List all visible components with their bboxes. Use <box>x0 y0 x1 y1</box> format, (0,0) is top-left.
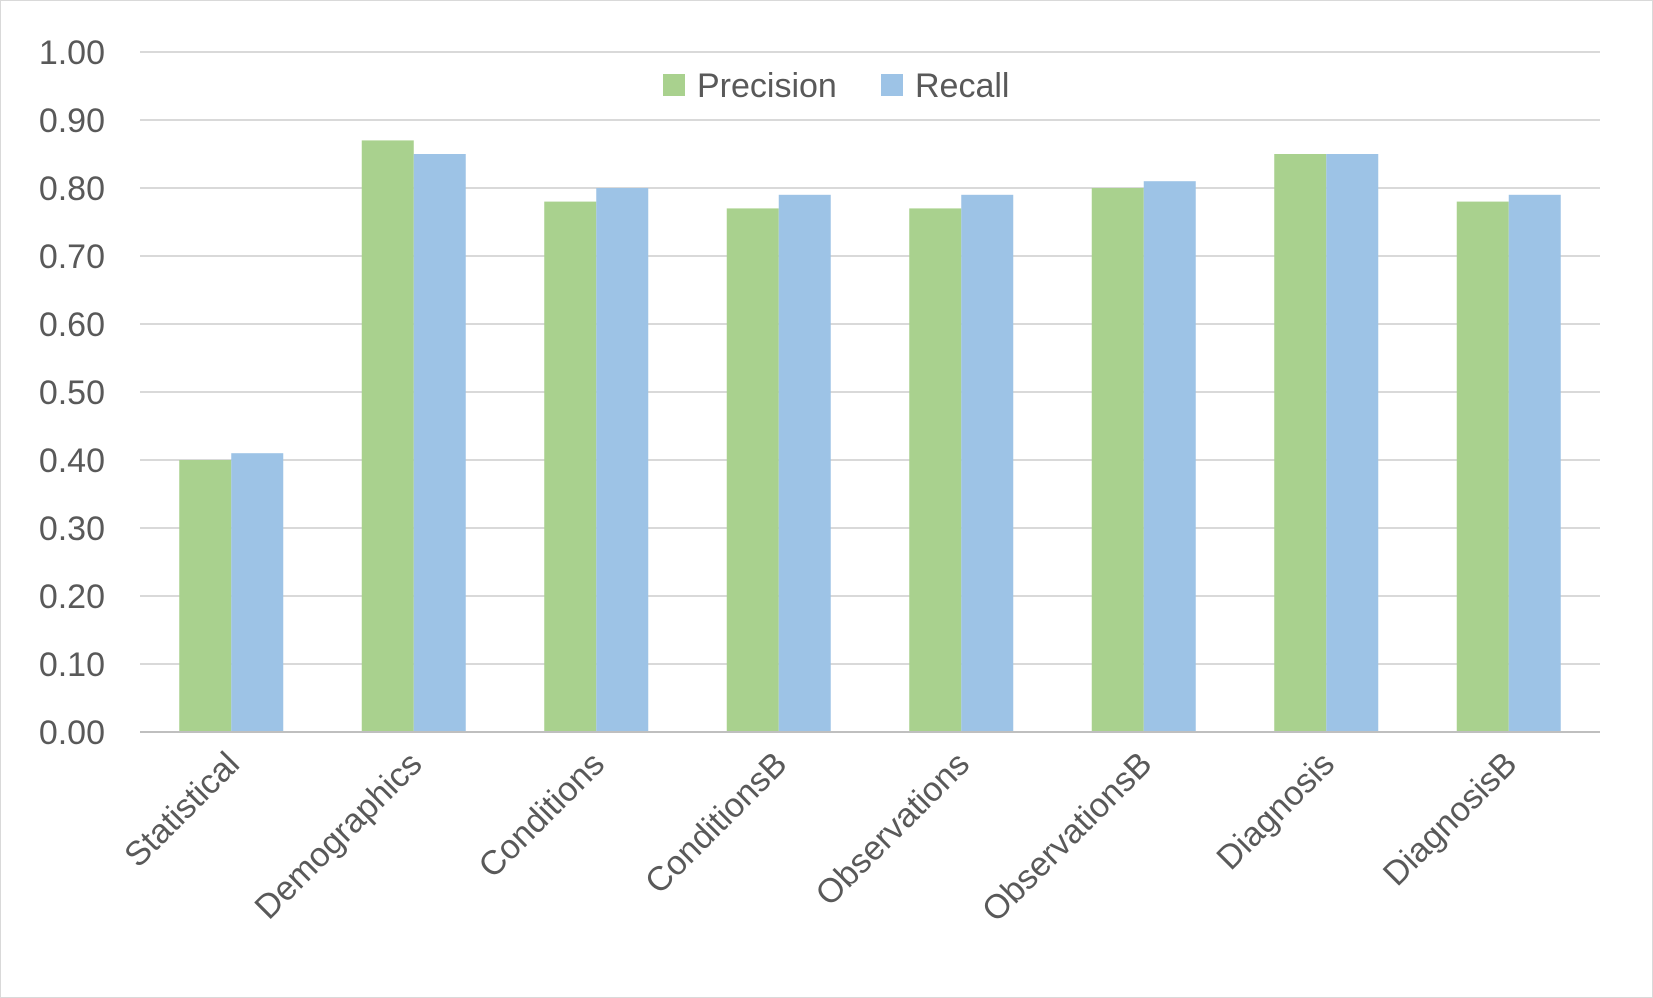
bar-precision-statistical <box>179 460 232 732</box>
y-tick-label: 0.10 <box>39 646 105 684</box>
category-label: Demographics <box>248 745 430 927</box>
y-tick-label: 1.00 <box>39 34 105 72</box>
legend-swatch-recall <box>881 74 903 96</box>
bar-precision-demographics <box>361 140 414 732</box>
category-label: DiagnosisB <box>1376 745 1524 893</box>
category-label: Diagnosis <box>1209 745 1341 877</box>
y-tick-label: 0.80 <box>39 170 105 208</box>
bar-precision-diagnosisb <box>1456 201 1509 733</box>
category-label: Conditions <box>471 745 611 885</box>
y-tick-label: 0.20 <box>39 578 105 616</box>
bar-recall-statistical <box>231 453 284 732</box>
bar-recall-conditionsb <box>778 194 831 733</box>
category-label: ConditionsB <box>638 745 795 902</box>
legend-swatch-precision <box>663 74 685 96</box>
gridlines <box>140 51 1600 665</box>
y-tick-label: 0.50 <box>39 374 105 412</box>
bar-recall-observations <box>961 194 1014 733</box>
bar-precision-conditions <box>544 201 597 733</box>
y-tick-label: 0.70 <box>39 238 105 276</box>
legend-label-precision: Precision <box>697 67 837 105</box>
bar-recall-demographics <box>413 154 466 732</box>
y-tick-label: 0.40 <box>39 442 105 480</box>
bar-recall-diagnosisb <box>1508 194 1561 733</box>
y-tick-label: 0.00 <box>39 714 105 752</box>
category-label: Observations <box>808 745 977 914</box>
y-tick-label: 0.60 <box>39 306 105 344</box>
category-label: Statistical <box>117 745 247 875</box>
bar-recall-observationsb <box>1143 181 1196 732</box>
bar-precision-observations <box>909 208 962 732</box>
x-axis-category-labels: Statistical Demographics Conditions Conditi… <box>117 745 1524 930</box>
bar-precision-observationsb <box>1091 188 1144 732</box>
bar-precision-conditionsb <box>726 208 779 732</box>
bar-precision-diagnosis <box>1274 154 1327 732</box>
legend: Precision Recall <box>663 67 1009 105</box>
legend-label-recall: Recall <box>915 67 1009 105</box>
category-label: ObservationsB <box>975 745 1160 930</box>
bar-recall-diagnosis <box>1326 154 1379 732</box>
bar-recall-conditions <box>596 188 649 732</box>
y-tick-label: 0.30 <box>39 510 105 548</box>
bars <box>179 140 1561 733</box>
y-tick-label: 0.90 <box>39 102 105 140</box>
y-axis-tick-labels: 0.00 0.10 0.20 0.30 0.40 0.50 0.60 0.70 0.80 0.90… <box>39 34 105 752</box>
